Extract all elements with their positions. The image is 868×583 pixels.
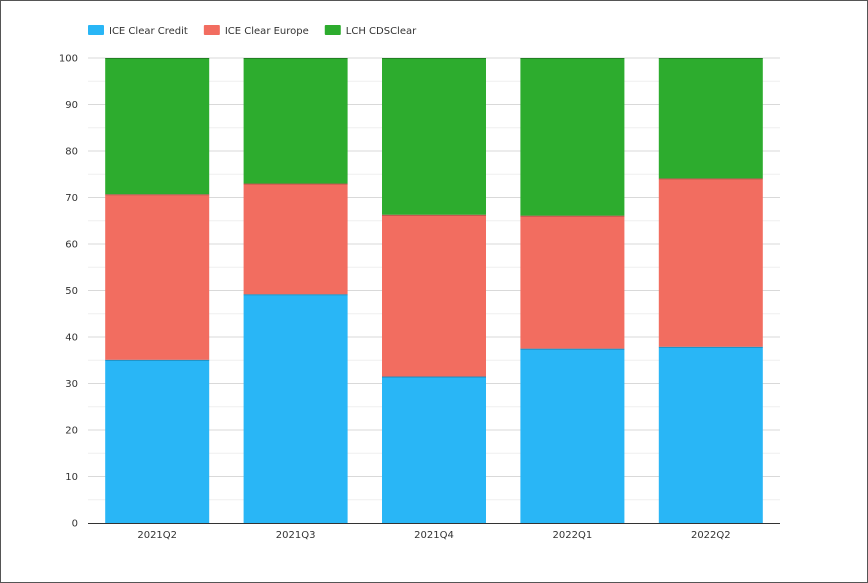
legend-label-ice-clear-europe[interactable]: ICE Clear Europe bbox=[225, 26, 309, 37]
legend-label-ice-clear-credit[interactable]: ICE Clear Credit bbox=[109, 26, 188, 37]
bar-segment-ice-clear-europe-2021q4[interactable] bbox=[382, 214, 486, 377]
bar-segment-lch-cdsclear-2022q2[interactable] bbox=[658, 58, 763, 179]
legend-label-lch-cdsclear[interactable]: LCH CDSClear bbox=[346, 26, 417, 37]
legend-swatch-ice-clear-europe[interactable] bbox=[203, 25, 220, 35]
legend: ICE Clear Credit ICE Clear Europe LCH CDSC… bbox=[88, 25, 417, 37]
bar-segment-ice-clear-europe-2021q2[interactable] bbox=[105, 194, 210, 360]
bar-segment-lch-cdsclear-2021q4[interactable] bbox=[382, 58, 486, 215]
x-tick-label: 2022Q2 bbox=[691, 530, 731, 541]
y-tick-label: 60 bbox=[65, 240, 78, 251]
bars bbox=[105, 58, 763, 523]
x-tick-label: 2021Q4 bbox=[414, 530, 454, 541]
bar-segment-ice-clear-europe-2021q3[interactable] bbox=[243, 183, 348, 295]
legend-swatch-lch-cdsclear[interactable] bbox=[324, 25, 341, 35]
y-tick-label: 10 bbox=[65, 472, 78, 483]
y-tick-label: 80 bbox=[65, 147, 78, 158]
y-tick-label: 100 bbox=[59, 54, 78, 65]
x-tick-label: 2022Q1 bbox=[553, 530, 593, 541]
y-tick-label: 30 bbox=[65, 379, 78, 390]
bar-segment-ice-clear-credit-2022q1[interactable] bbox=[520, 348, 625, 523]
y-tick-label: 20 bbox=[65, 426, 78, 437]
bar-segment-lch-cdsclear-2021q3[interactable] bbox=[243, 58, 348, 184]
y-tick-label: 90 bbox=[65, 100, 78, 111]
bar-segment-ice-clear-europe-2022q2[interactable] bbox=[658, 178, 763, 347]
bar-segment-ice-clear-europe-2022q1[interactable] bbox=[520, 215, 625, 349]
y-tick-label: 0 bbox=[72, 519, 78, 530]
bar-segment-lch-cdsclear-2022q1[interactable] bbox=[520, 58, 625, 216]
bar-segment-ice-clear-credit-2022q2[interactable] bbox=[658, 346, 763, 523]
y-tick-label: 70 bbox=[65, 193, 78, 204]
y-tick-label: 40 bbox=[65, 333, 78, 344]
bar-segment-ice-clear-credit-2021q2[interactable] bbox=[105, 359, 210, 523]
bar-segment-ice-clear-credit-2021q4[interactable] bbox=[382, 376, 486, 523]
axes: 2021Q2 2021Q3 2021Q4 2022Q1 2022Q2 0 10 20 30 40 5… bbox=[59, 54, 780, 541]
x-tick-label: 2021Q3 bbox=[276, 530, 316, 541]
bar-segment-lch-cdsclear-2021q2[interactable] bbox=[105, 58, 210, 195]
bar-segment-ice-clear-credit-2021q3[interactable] bbox=[243, 294, 348, 523]
legend-swatch-ice-clear-credit[interactable] bbox=[88, 25, 104, 35]
y-tick-label: 50 bbox=[65, 286, 78, 297]
x-tick-label: 2021Q2 bbox=[137, 530, 177, 541]
